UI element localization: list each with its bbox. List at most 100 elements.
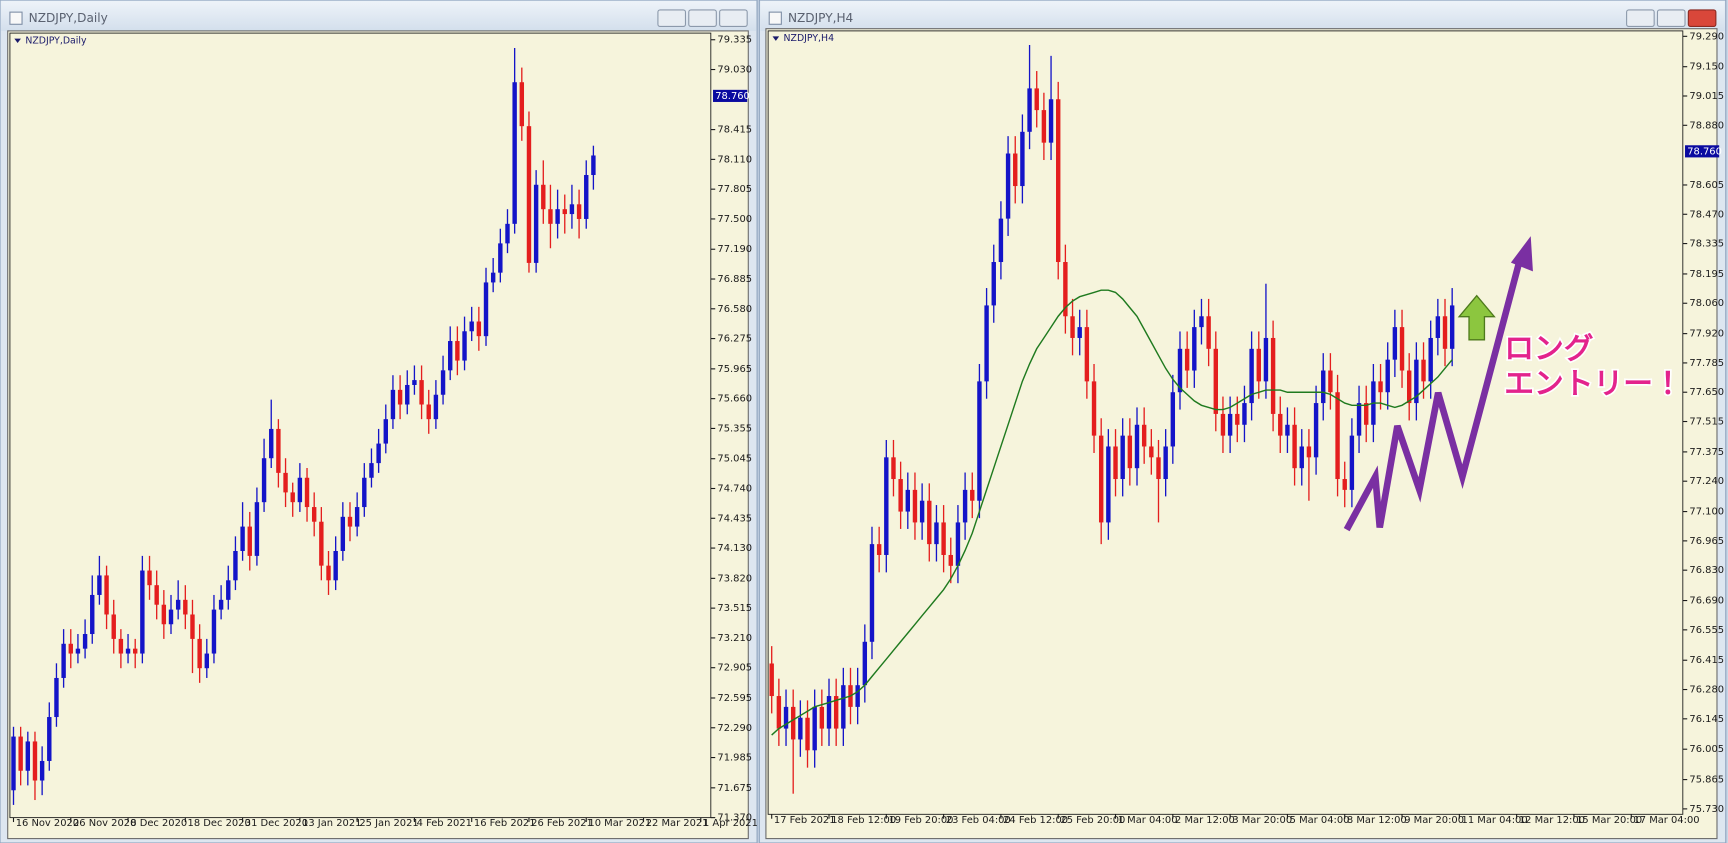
current-price-label: 78.760: [715, 91, 750, 102]
candle-body: [47, 717, 52, 761]
candle-body: [955, 522, 961, 566]
candle-body: [1134, 424, 1140, 469]
x-tick-label: 31 Dec 2020: [245, 818, 308, 829]
x-tick-label: 26 Feb 2021: [531, 818, 593, 829]
minimize-button[interactable]: [657, 9, 687, 28]
y-tick-label: 77.375: [1689, 447, 1724, 458]
y-tick-label: 77.785: [1689, 358, 1724, 369]
x-tick-label: 13 Jan 2021: [302, 818, 361, 829]
candle-body: [591, 155, 596, 176]
x-tick-label: 22 Mar 2021: [646, 818, 709, 829]
candle-body: [533, 184, 539, 263]
y-tick-label: 72.905: [717, 663, 752, 674]
candle-body: [1098, 435, 1104, 523]
candle-body: [433, 394, 439, 420]
minimize-button[interactable]: [1626, 9, 1655, 28]
x-tick-label: 1 Apr 2021: [703, 818, 758, 829]
candle-body: [1414, 359, 1419, 404]
y-tick-label: 71.985: [717, 753, 752, 764]
y-tick-label: 75.865: [1689, 775, 1724, 786]
candle-body: [376, 443, 381, 464]
candle-body: [1177, 348, 1183, 393]
y-tick-label: 74.740: [717, 483, 752, 494]
close-button[interactable]: [719, 9, 748, 28]
candle-body: [104, 575, 109, 615]
candle-body: [584, 175, 589, 219]
candle-body: [11, 736, 16, 791]
y-tick-label: 76.275: [717, 334, 752, 345]
candle-body: [805, 717, 810, 751]
candle-body: [855, 685, 860, 707]
plot-area: [767, 30, 1684, 815]
x-tick-label: 18 Dec 2020: [188, 818, 251, 829]
candle-body: [1435, 316, 1441, 338]
candle-body: [290, 492, 295, 503]
candle-body: [1335, 392, 1340, 480]
x-tick-label: 10 Mar 2021: [588, 818, 651, 829]
candle-body: [1321, 370, 1326, 404]
x-tick-label: 17 Mar 04:00: [1633, 815, 1699, 826]
candle-body: [405, 384, 410, 405]
candle-body: [991, 262, 996, 306]
candle-body: [469, 321, 474, 332]
window-icon: [9, 11, 23, 25]
y-tick-label: 73.820: [717, 573, 752, 584]
candle-body: [54, 677, 59, 718]
candle-body: [1048, 99, 1054, 143]
candle-body: [783, 706, 789, 729]
x-tick-label: 11 Mar 04:00: [1462, 815, 1528, 826]
candle-body: [1063, 262, 1068, 317]
y-tick-label: 77.100: [1689, 507, 1724, 518]
candle-body: [261, 458, 267, 503]
candle-body: [1356, 403, 1362, 436]
candle-body: [68, 643, 73, 654]
candle-body: [1091, 381, 1097, 436]
candle-body: [247, 526, 252, 556]
y-tick-label: 77.240: [1689, 476, 1724, 487]
current-price-box: [1685, 145, 1720, 158]
y-tick-label: 72.595: [717, 693, 752, 704]
y-tick-label: 78.060: [1689, 298, 1724, 309]
candle-body: [1306, 446, 1312, 458]
y-tick-label: 78.335: [1689, 239, 1724, 250]
annotation-text: エントリー！: [1504, 367, 1682, 402]
candle-body: [18, 736, 23, 771]
y-tick-label: 79.030: [717, 65, 752, 76]
candle-body: [90, 594, 95, 635]
y-tick-label: 78.605: [1689, 180, 1724, 191]
close-button[interactable]: [1687, 9, 1717, 28]
candle-body: [362, 477, 367, 508]
candle-body: [769, 663, 774, 697]
candle-body: [333, 551, 338, 581]
y-tick-label: 76.580: [717, 304, 752, 315]
y-tick-label: 73.515: [717, 603, 752, 614]
candle-body: [1199, 316, 1204, 328]
candle-body: [970, 489, 975, 501]
candle-body: [448, 341, 453, 371]
candle-body: [1442, 316, 1448, 349]
candle-body: [541, 184, 546, 210]
candle-body: [111, 614, 116, 639]
candle-body: [440, 370, 446, 395]
candle-body: [1249, 348, 1254, 404]
candle-body: [519, 82, 525, 127]
candle-body: [75, 648, 81, 654]
candle-body: [1192, 327, 1197, 371]
candle-body: [133, 648, 138, 654]
candle-body: [490, 272, 496, 283]
restore-button[interactable]: [1656, 9, 1686, 28]
y-tick-label: 77.190: [717, 244, 752, 255]
candle-body: [790, 706, 796, 740]
candle-body: [833, 696, 839, 729]
candle-body: [211, 609, 217, 654]
candle-body: [455, 341, 460, 361]
y-tick-label: 76.005: [1689, 744, 1724, 755]
candle-body: [1149, 446, 1154, 458]
y-tick-label: 71.675: [717, 783, 752, 794]
restore-button[interactable]: [688, 9, 717, 28]
candle-body: [97, 575, 102, 595]
annotation-text: ロング: [1504, 331, 1593, 366]
zigzag-arrow-head: [1510, 236, 1533, 272]
x-tick-label: 8 Dec 2020: [130, 818, 187, 829]
